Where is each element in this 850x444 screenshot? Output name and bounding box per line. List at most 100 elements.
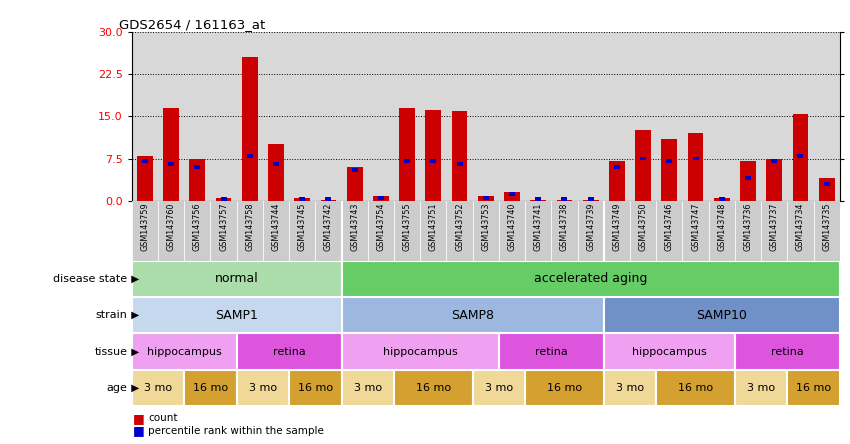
Bar [557, 200, 572, 201]
Text: 16 mo: 16 mo [796, 383, 831, 393]
Bar [656, 201, 683, 261]
Text: 16 mo: 16 mo [416, 383, 450, 393]
Text: retina: retina [535, 347, 568, 357]
Bar [242, 57, 258, 201]
Bar [394, 370, 473, 406]
Bar [666, 159, 672, 163]
Text: ▶: ▶ [128, 383, 139, 393]
Bar [499, 201, 525, 261]
Bar [347, 167, 362, 201]
Bar [819, 178, 835, 201]
Bar [478, 196, 494, 201]
Bar [342, 261, 840, 297]
Text: GSM143745: GSM143745 [298, 202, 307, 251]
Text: tissue: tissue [94, 347, 127, 357]
Bar [299, 197, 305, 201]
Bar [456, 163, 462, 166]
Bar [342, 297, 604, 333]
Bar [132, 201, 158, 261]
Bar [216, 198, 231, 201]
Bar [315, 201, 342, 261]
Text: ■: ■ [133, 424, 144, 437]
Bar [688, 133, 704, 201]
Bar [184, 370, 236, 406]
Text: GSM143734: GSM143734 [796, 202, 805, 251]
Bar [683, 201, 709, 261]
Bar [137, 156, 153, 201]
Bar [273, 163, 279, 166]
Text: SAMP1: SAMP1 [215, 309, 258, 322]
Text: retina: retina [771, 347, 804, 357]
Text: count: count [148, 413, 178, 423]
Bar [142, 159, 148, 163]
Text: GSM143758: GSM143758 [246, 202, 254, 251]
Text: 3 mo: 3 mo [484, 383, 513, 393]
Text: GSM143759: GSM143759 [140, 202, 150, 251]
Text: GSM143736: GSM143736 [744, 202, 752, 251]
Bar [609, 161, 625, 201]
Text: 3 mo: 3 mo [144, 383, 172, 393]
Text: retina: retina [273, 347, 305, 357]
Bar [761, 201, 787, 261]
Text: GSM143756: GSM143756 [193, 202, 201, 251]
Bar [630, 201, 656, 261]
Bar [745, 176, 751, 180]
Text: GSM143739: GSM143739 [586, 202, 595, 251]
Bar [525, 201, 552, 261]
Text: 3 mo: 3 mo [616, 383, 644, 393]
Text: GSM143744: GSM143744 [271, 202, 280, 251]
Bar [635, 131, 651, 201]
Text: GSM143749: GSM143749 [612, 202, 621, 251]
Text: GDS2654 / 161163_at: GDS2654 / 161163_at [118, 18, 265, 31]
Bar [132, 370, 184, 406]
Text: strain: strain [95, 310, 128, 320]
Bar [509, 192, 515, 196]
Text: GSM143737: GSM143737 [770, 202, 779, 251]
Text: 3 mo: 3 mo [249, 383, 277, 393]
Bar [719, 197, 725, 201]
Bar [483, 196, 489, 200]
Bar [373, 196, 388, 201]
Text: GSM143741: GSM143741 [534, 202, 542, 251]
Bar [132, 261, 342, 297]
Bar [236, 201, 263, 261]
Text: age: age [106, 383, 128, 393]
Text: disease state: disease state [54, 274, 127, 284]
Bar [604, 297, 840, 333]
Bar [640, 157, 646, 160]
Bar [268, 144, 284, 201]
Text: GSM143750: GSM143750 [638, 202, 648, 251]
Text: GSM143753: GSM143753 [481, 202, 490, 251]
Bar [263, 201, 289, 261]
Bar [714, 198, 729, 201]
Text: ▶: ▶ [128, 274, 139, 284]
Text: hippocampus: hippocampus [147, 347, 222, 357]
Bar [195, 165, 201, 169]
Text: GSM143747: GSM143747 [691, 202, 700, 251]
Text: percentile rank within the sample: percentile rank within the sample [148, 426, 324, 436]
Text: 3 mo: 3 mo [747, 383, 775, 393]
Bar [394, 201, 420, 261]
Bar [342, 201, 368, 261]
Bar [792, 114, 808, 201]
Bar [735, 201, 761, 261]
Bar [530, 200, 546, 201]
Bar [400, 108, 415, 201]
Bar [342, 333, 499, 370]
Bar [190, 159, 205, 201]
Bar [132, 297, 342, 333]
Bar [368, 201, 394, 261]
Bar [813, 201, 840, 261]
Text: GSM143755: GSM143755 [403, 202, 411, 251]
Text: GSM143752: GSM143752 [455, 202, 464, 251]
Bar [289, 201, 315, 261]
Bar [661, 139, 677, 201]
Text: SAMP10: SAMP10 [696, 309, 747, 322]
Text: normal: normal [215, 272, 258, 285]
Bar [504, 192, 520, 201]
Bar [211, 201, 236, 261]
Text: 16 mo: 16 mo [298, 383, 333, 393]
Text: GSM143754: GSM143754 [377, 202, 385, 251]
Bar [163, 108, 179, 201]
Text: ■: ■ [133, 412, 144, 425]
